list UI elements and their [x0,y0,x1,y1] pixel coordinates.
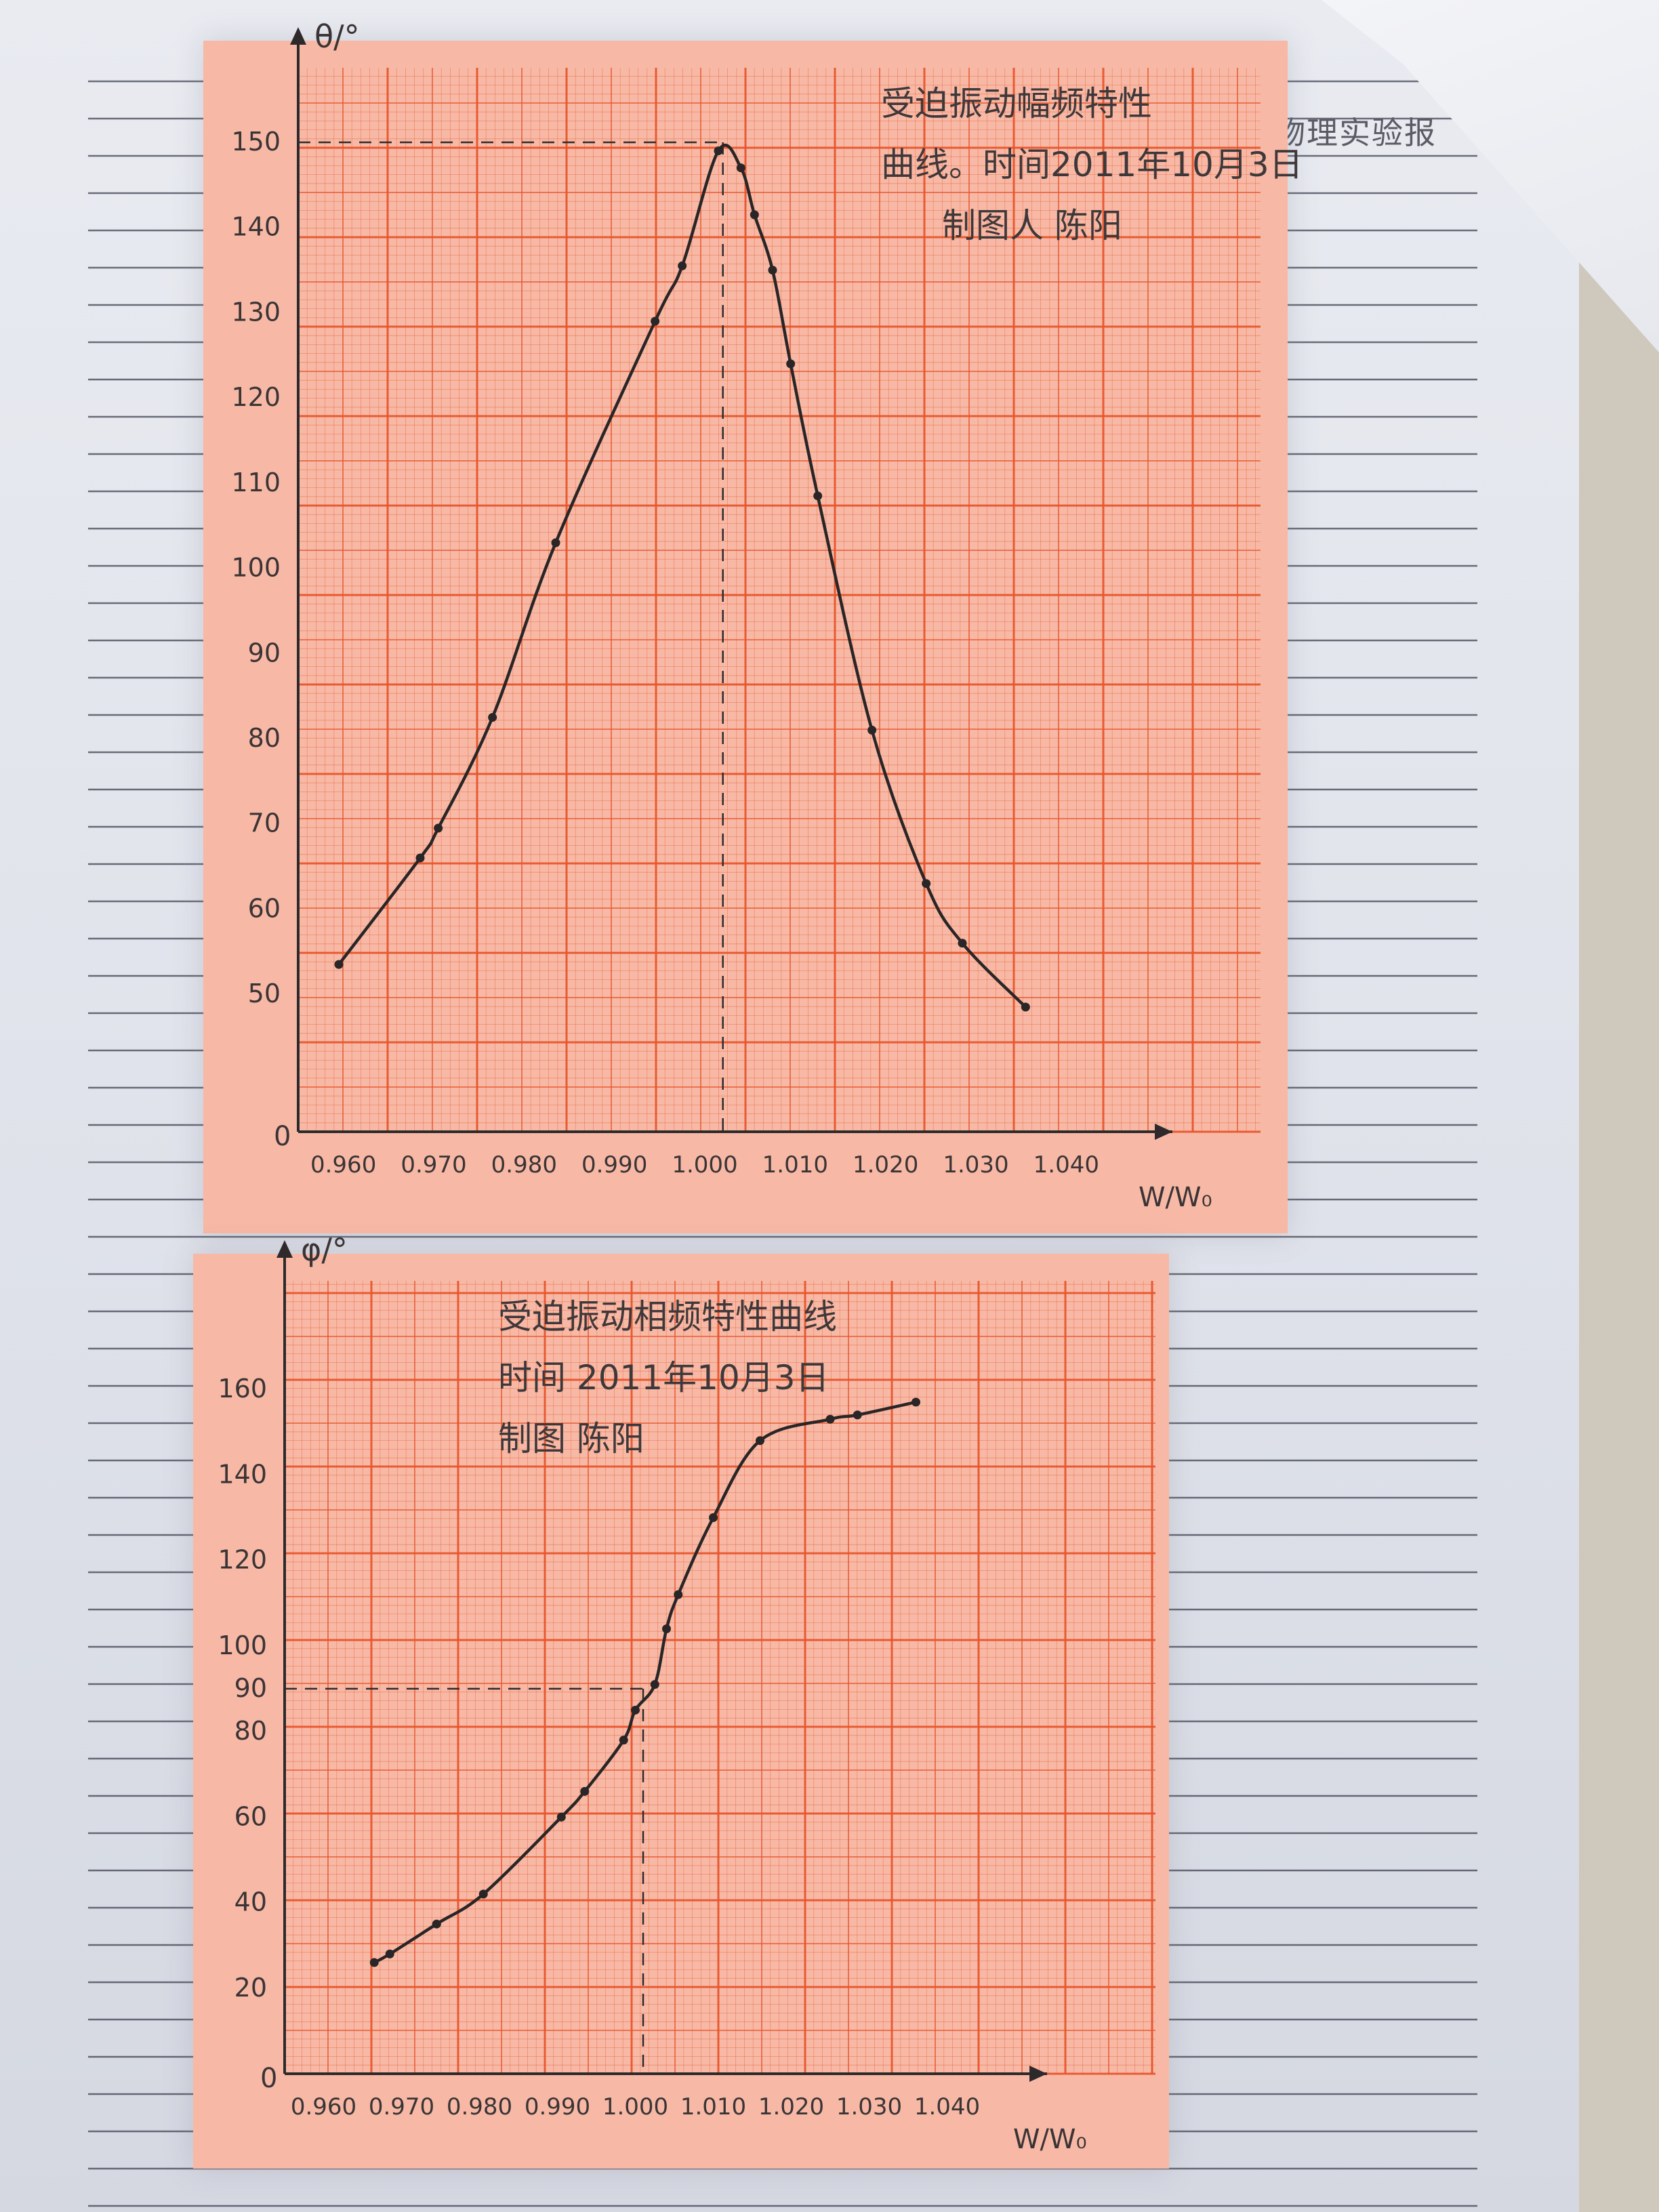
data-point [334,960,344,969]
data-point [432,1919,441,1929]
y-tick-label: 80 [234,1716,267,1746]
data-point [709,1513,718,1522]
data-point [813,491,823,501]
y-axis-label: θ/° [314,18,360,55]
fitted-curve [373,1400,916,1964]
y-tick-label: 80 [248,723,281,753]
x-axis-label: W/W₀ [1013,2124,1087,2155]
fitted-curve [337,144,1027,1008]
x-tick-label: 0.960 [310,1151,376,1179]
y-tick-label: 20 [234,1973,267,2003]
chart-caption-line: 曲线。时间2011年10月3日 [881,145,1303,184]
data-point [674,1590,683,1599]
data-point [853,1410,862,1420]
y-tick-label: 90 [234,1673,267,1703]
y-tick-label: 100 [231,553,281,583]
data-point [631,1705,640,1715]
data-point [580,1786,590,1796]
x-axis-arrow [1029,2066,1047,2082]
chart-title: 受迫振动幅频特性 [881,84,1152,123]
y-tick-label: 150 [231,127,281,157]
x-tick-label: 0.960 [291,2093,356,2121]
x-tick-label: 1.000 [672,1151,737,1179]
x-tick-label: 1.020 [758,2093,824,2121]
x-tick-label: 0.990 [525,2093,590,2121]
y-tick-label: 50 [248,979,281,1008]
x-tick-label: 0.980 [491,1151,557,1179]
y-axis-arrow [290,27,306,45]
amplitude-chart-svg: θ/° W/W₀ 0 0.960 0.970 0.980 0.990 1.000 1.010 1.… [231,18,1303,1213]
data-point [478,1889,488,1899]
data-point [488,713,497,722]
chart-caption-line: 制图人 陈阳 [942,206,1122,245]
x-tick-label: 0.970 [401,1151,466,1179]
data-point [756,1436,764,1446]
data-point [650,1680,659,1689]
x-tick-label: 0.990 [581,1151,647,1179]
x-tick-label: 1.010 [762,1151,828,1179]
data-point [912,1397,920,1407]
y-tick-label: 120 [218,1545,267,1575]
data-point [922,879,931,888]
chart-title: 受迫振动相频特性曲线 [498,1297,837,1336]
data-point [750,210,759,220]
data-point [867,725,877,735]
y-tick-label: 100 [218,1631,267,1660]
y-tick-label: 140 [231,212,281,242]
x-tick-label: 1.020 [853,1151,918,1179]
phase-frequency-chart: φ/° W/W₀ 0 0.960 0.970 0.980 0.990 1.000 1.010 1.… [193,1231,1169,2169]
paper-header-text: 物理实验报 [1274,115,1437,151]
y-tick-label: 160 [218,1374,267,1404]
x-tick-label: 1.040 [914,2093,980,2121]
x-tick-label: 1.010 [680,2093,746,2121]
origin-label: 0 [260,2063,277,2094]
y-tick-label: 110 [231,468,281,497]
data-point [736,163,745,173]
x-tick-label: 1.000 [602,2093,668,2121]
x-tick-label: 1.040 [1033,1151,1099,1179]
x-tick-label: 0.980 [447,2093,512,2121]
x-tick-label: 0.970 [369,2093,434,2121]
data-point [651,316,660,326]
y-tick-label: 120 [231,382,281,412]
data-point [556,1812,566,1822]
data-point [678,261,687,270]
grid [283,1281,1155,2075]
x-axis-arrow [1155,1124,1172,1140]
data-point [825,1414,835,1424]
grid [297,68,1261,1133]
data-point [385,1949,394,1959]
y-tick-label: 60 [248,893,281,923]
x-axis-label: W/W₀ [1139,1182,1212,1213]
y-tick-label: 60 [234,1801,267,1831]
data-point [662,1624,671,1633]
data-point [434,823,443,833]
phase-chart-svg: φ/° W/W₀ 0 0.960 0.970 0.980 0.990 1.000 1.010 1.… [218,1231,1155,2155]
amplitude-frequency-chart: θ/° W/W₀ 0 0.960 0.970 0.980 0.990 1.000 1.010 1.… [203,18,1303,1233]
origin-label: 0 [274,1121,291,1152]
chart-caption-line: 时间 2011年10月3日 [498,1358,830,1397]
y-tick-label: 140 [218,1459,267,1489]
y-tick-label: 40 [234,1887,267,1917]
data-point [714,146,723,156]
data-point [958,939,967,948]
data-point [369,1958,379,1967]
y-tick-label: 130 [231,297,281,327]
data-point [786,359,796,369]
data-point [768,266,777,275]
data-point [619,1736,628,1745]
chart-caption-line: 制图 陈阳 [498,1419,644,1458]
x-tick-label: 1.030 [836,2093,902,2121]
y-axis-arrow [276,1240,293,1258]
y-tick-label: 90 [248,638,281,668]
data-point [1021,1002,1030,1012]
data-point [551,538,560,548]
x-tick-label: 1.030 [943,1151,1008,1179]
data-point [415,853,425,863]
y-axis-label: φ/° [301,1231,348,1268]
y-tick-label: 70 [248,808,281,838]
